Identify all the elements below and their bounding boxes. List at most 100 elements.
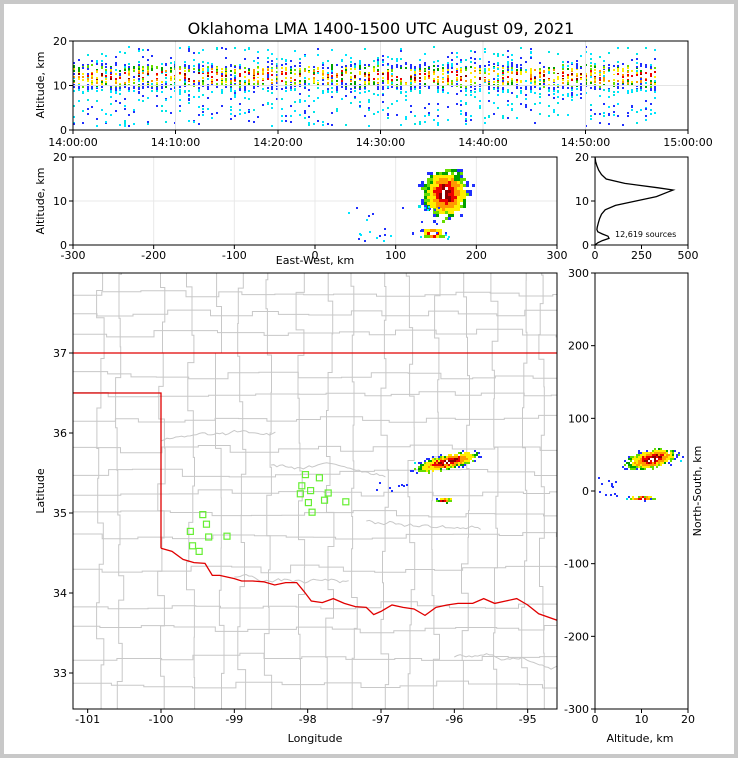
plan-view-source-bin xyxy=(446,462,448,464)
ew-height-source-bin xyxy=(424,235,427,238)
time-height-source-bin xyxy=(364,115,366,117)
time-height-source-bin xyxy=(147,64,149,66)
time-height-source-bin xyxy=(147,68,149,70)
time-height-source-bin xyxy=(400,82,402,84)
plan-view-source-bin xyxy=(450,466,452,468)
time-height-source-bin xyxy=(428,77,430,79)
plan-view-x-tick-label: -98 xyxy=(299,713,317,726)
time-height-source-bin xyxy=(437,86,439,88)
plan-view-source-bin xyxy=(448,464,450,466)
time-height-source-bin xyxy=(359,65,361,67)
time-height-source-bin xyxy=(96,71,98,73)
time-height-source-bin xyxy=(636,53,638,55)
time-height-source-bin xyxy=(248,80,250,82)
time-height-source-bin xyxy=(239,89,241,91)
time-height-source-bin xyxy=(345,69,347,71)
ns-height-source-bin xyxy=(658,464,660,466)
plan-view-source-bin xyxy=(468,456,470,458)
ew-height-grid xyxy=(72,156,558,246)
ew-height-source-bin xyxy=(445,175,448,178)
time-height-source-bin xyxy=(368,107,370,109)
time-height-source-bin xyxy=(87,88,89,90)
ew-height-source-bin xyxy=(436,208,439,211)
county-boundary-line xyxy=(73,290,557,298)
time-height-source-bin xyxy=(331,72,333,74)
plan-view-source-bin xyxy=(438,460,440,462)
time-height-source-bin xyxy=(594,63,596,65)
time-height-source-bin xyxy=(101,63,103,65)
time-height-source-bin xyxy=(276,67,278,69)
time-height-source-bin xyxy=(530,78,532,80)
time-height-source-bin xyxy=(317,48,319,50)
plan-view-source-bin xyxy=(458,462,460,464)
plan-view-source-bin xyxy=(450,498,452,500)
time-height-source-bin xyxy=(613,114,615,116)
time-height-source-bin xyxy=(198,83,200,85)
time-height-source-bin xyxy=(327,123,329,125)
time-height-source-bin xyxy=(562,75,564,77)
time-height-source-bin xyxy=(608,69,610,71)
time-height-source-bin xyxy=(299,73,301,75)
time-height-source-bin xyxy=(530,90,532,92)
time-height-source-bin xyxy=(271,63,273,65)
plan-view-source-bin xyxy=(432,470,434,472)
time-height-source-bin xyxy=(156,90,158,92)
time-height-source-bin xyxy=(571,87,573,89)
time-height-source-bin xyxy=(428,72,430,74)
time-height-source-bin xyxy=(525,80,527,82)
time-height-source-bin xyxy=(622,124,624,126)
time-height-source-bin xyxy=(645,108,647,110)
time-height-source-bin xyxy=(488,69,490,71)
time-height-source-bin xyxy=(234,96,236,98)
time-height-source-bin xyxy=(184,91,186,93)
time-height-source-bin xyxy=(188,48,190,50)
time-height-source-bin xyxy=(142,68,144,70)
ew-height-source-bin xyxy=(433,184,436,187)
time-height-source-bin xyxy=(502,72,504,74)
time-height-source-bin xyxy=(184,77,186,79)
time-height-source-bin xyxy=(290,77,292,79)
time-height-source-bin xyxy=(336,76,338,78)
ew-height-source-bin xyxy=(427,193,430,196)
time-height-source-bin xyxy=(654,80,656,82)
ew-height-source-bin xyxy=(424,232,427,235)
time-height-source-bin xyxy=(281,64,283,66)
time-height-source-bin xyxy=(359,78,361,80)
time-height-source-bin xyxy=(377,78,379,80)
time-height-source-bin xyxy=(548,51,550,53)
time-height-source-bin xyxy=(115,64,117,66)
time-height-source-bin xyxy=(216,70,218,72)
time-height-source-bin xyxy=(184,73,186,75)
time-height-source-bin xyxy=(193,83,195,85)
time-height-source-bin xyxy=(207,97,209,99)
time-height-source-bin xyxy=(617,68,619,70)
ew-height-source-bin xyxy=(463,184,466,187)
time-height-source-bin xyxy=(170,70,172,72)
time-height-source-bin xyxy=(234,94,236,96)
time-height-source-bin xyxy=(576,81,578,83)
time-height-source-bin xyxy=(198,96,200,98)
ew-height-source-bin xyxy=(442,205,445,208)
plan-view-source-bin xyxy=(446,500,448,502)
time-height-source-bin xyxy=(165,81,167,83)
ew-height-source-bin xyxy=(439,229,442,232)
ew-height-source-bin xyxy=(433,196,436,199)
ew-height-source-bin xyxy=(439,235,442,238)
time-height-source-bin xyxy=(364,67,366,69)
time-height-source-bin xyxy=(456,63,458,65)
time-height-source-bin xyxy=(151,83,153,85)
time-height-source-bin xyxy=(627,80,629,82)
plan-view-source-bin xyxy=(450,462,452,464)
time-height-source-bin xyxy=(257,57,259,59)
time-height-source-bin xyxy=(119,102,121,104)
time-height-source-bin xyxy=(437,91,439,93)
time-height-source-bin xyxy=(110,88,112,90)
time-height-source-bin xyxy=(115,56,117,58)
time-height-source-bin xyxy=(368,99,370,101)
time-height-source-bin xyxy=(368,83,370,85)
time-height-source-bin xyxy=(576,75,578,77)
time-height-source-bin xyxy=(631,109,633,111)
time-height-source-bin xyxy=(507,62,509,64)
ew-height-source-bin xyxy=(420,230,422,232)
time-height-source-bin xyxy=(119,89,121,91)
